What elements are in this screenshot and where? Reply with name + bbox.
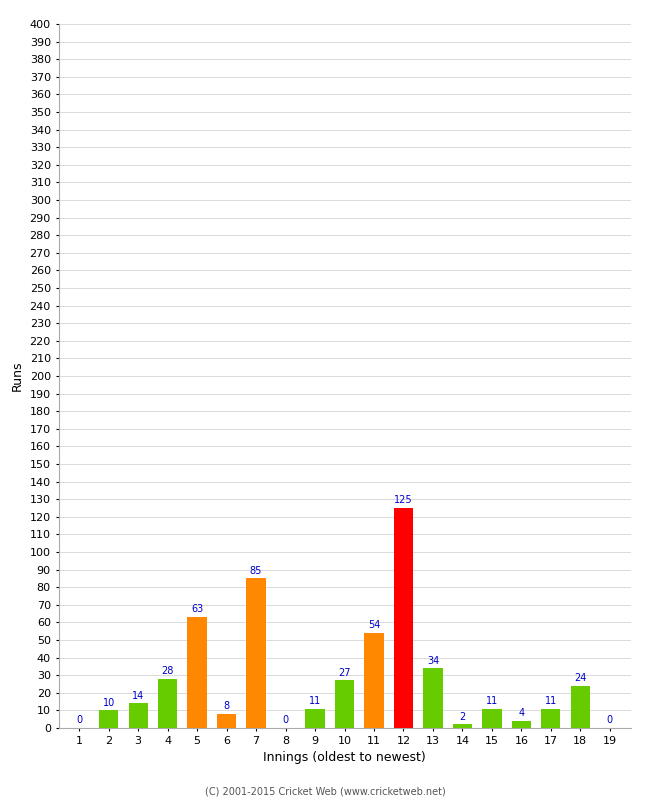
Bar: [541, 709, 560, 728]
Text: 54: 54: [368, 620, 380, 630]
Bar: [571, 686, 590, 728]
Text: 14: 14: [132, 690, 144, 701]
Bar: [129, 703, 148, 728]
Bar: [217, 714, 236, 728]
Text: 24: 24: [574, 673, 586, 683]
Text: 0: 0: [76, 715, 82, 726]
Text: 11: 11: [545, 696, 557, 706]
Text: 4: 4: [518, 708, 525, 718]
Text: 0: 0: [607, 715, 613, 726]
Text: (C) 2001-2015 Cricket Web (www.cricketweb.net): (C) 2001-2015 Cricket Web (www.cricketwe…: [205, 786, 445, 796]
Text: 8: 8: [224, 702, 229, 711]
Text: 63: 63: [191, 605, 203, 614]
Bar: [246, 578, 266, 728]
Text: 2: 2: [460, 712, 465, 722]
Text: 125: 125: [394, 495, 413, 506]
Bar: [512, 721, 531, 728]
Bar: [158, 678, 177, 728]
Text: 10: 10: [103, 698, 115, 708]
X-axis label: Innings (oldest to newest): Innings (oldest to newest): [263, 751, 426, 764]
Bar: [187, 617, 207, 728]
Bar: [99, 710, 118, 728]
Text: 27: 27: [338, 668, 351, 678]
Y-axis label: Runs: Runs: [11, 361, 24, 391]
Text: 85: 85: [250, 566, 262, 576]
Text: 11: 11: [486, 696, 498, 706]
Text: 0: 0: [283, 715, 289, 726]
Text: 28: 28: [161, 666, 174, 676]
Bar: [306, 709, 324, 728]
Text: 34: 34: [427, 655, 439, 666]
Bar: [453, 725, 472, 728]
Text: 11: 11: [309, 696, 321, 706]
Bar: [335, 681, 354, 728]
Bar: [365, 633, 384, 728]
Bar: [423, 668, 443, 728]
Bar: [482, 709, 502, 728]
Bar: [394, 508, 413, 728]
